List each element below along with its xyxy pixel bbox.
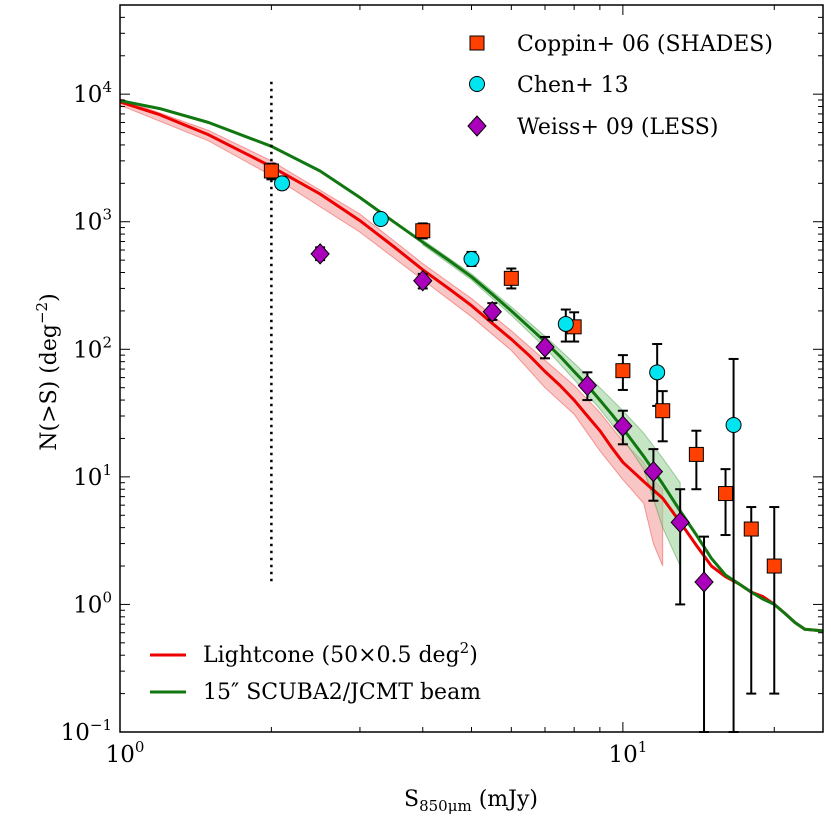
data-markers <box>263 163 782 593</box>
legend-entry-weiss: Weiss+ 09 (LESS) <box>467 115 718 140</box>
ytick-label: 102 <box>73 333 112 363</box>
x-axis-label: S850μm (mJy) <box>404 787 538 815</box>
point-diamond-6 <box>643 460 664 483</box>
ytick-label: 104 <box>73 78 112 108</box>
point-diamond-8 <box>694 571 714 593</box>
point-circle-5 <box>725 417 742 434</box>
model-bands <box>120 98 681 567</box>
ytick-label: 103 <box>73 206 112 236</box>
ytick-label: 100 <box>73 588 112 618</box>
ytick-label: 10−1 <box>61 716 112 746</box>
legend-entry-lightcone: Lightcone (50×0.5 deg2) <box>150 639 478 668</box>
legend-entry-chen: Chen+ 13 <box>469 73 629 98</box>
xtick-label: 100 <box>106 738 145 768</box>
line-beam <box>120 99 823 633</box>
legend-label-chen: Chen+ 13 <box>517 73 629 98</box>
legend-observations: Coppin+ 06 (SHADES) Chen+ 13 Weiss+ 09 (… <box>467 32 773 140</box>
point-square-7 <box>718 486 734 502</box>
legend-marker-square <box>469 35 485 51</box>
point-diamond-1 <box>413 269 433 292</box>
legend-marker-diamond <box>467 115 487 137</box>
model-lines <box>120 99 823 633</box>
point-square-1 <box>415 223 431 239</box>
legend-label-lightcone: Lightcone (50×0.5 deg2) <box>203 639 478 668</box>
point-diamond-3 <box>535 336 555 358</box>
point-diamond-0 <box>310 243 330 265</box>
point-square-6 <box>688 446 704 462</box>
point-square-2 <box>503 270 519 286</box>
point-circle-4 <box>649 364 666 381</box>
point-square-5 <box>655 403 671 419</box>
legend-label-coppin: Coppin+ 06 (SHADES) <box>517 32 773 57</box>
point-diamond-2 <box>482 300 502 323</box>
legend-entry-coppin: Coppin+ 06 (SHADES) <box>469 32 773 57</box>
legend-label-weiss: Weiss+ 09 (LESS) <box>517 115 718 140</box>
axis-ticks <box>119 4 823 733</box>
legend-label-beam: 15″ SCUBA2/JCMT beam <box>203 680 481 705</box>
point-diamond-7 <box>670 511 690 534</box>
legend-models: Lightcone (50×0.5 deg2) 15″ SCUBA2/JCMT … <box>150 639 481 705</box>
y-axis-label: N(>S) (deg−2) <box>33 293 62 450</box>
ytick-label: 101 <box>73 461 112 491</box>
point-diamond-5 <box>613 415 633 437</box>
point-square-9 <box>766 558 782 574</box>
legend-marker-circle <box>469 76 485 92</box>
band-beam <box>422 238 681 567</box>
point-circle-3 <box>557 315 574 332</box>
point-square-4 <box>615 363 631 379</box>
point-circle-1 <box>372 211 389 228</box>
point-circle-2 <box>463 251 480 268</box>
point-diamond-4 <box>577 374 598 397</box>
point-square-0 <box>263 163 279 179</box>
legend-entry-beam: 15″ SCUBA2/JCMT beam <box>150 680 481 705</box>
xtick-label: 101 <box>608 738 647 768</box>
point-square-8 <box>743 521 759 537</box>
point-circle-0 <box>274 175 291 192</box>
